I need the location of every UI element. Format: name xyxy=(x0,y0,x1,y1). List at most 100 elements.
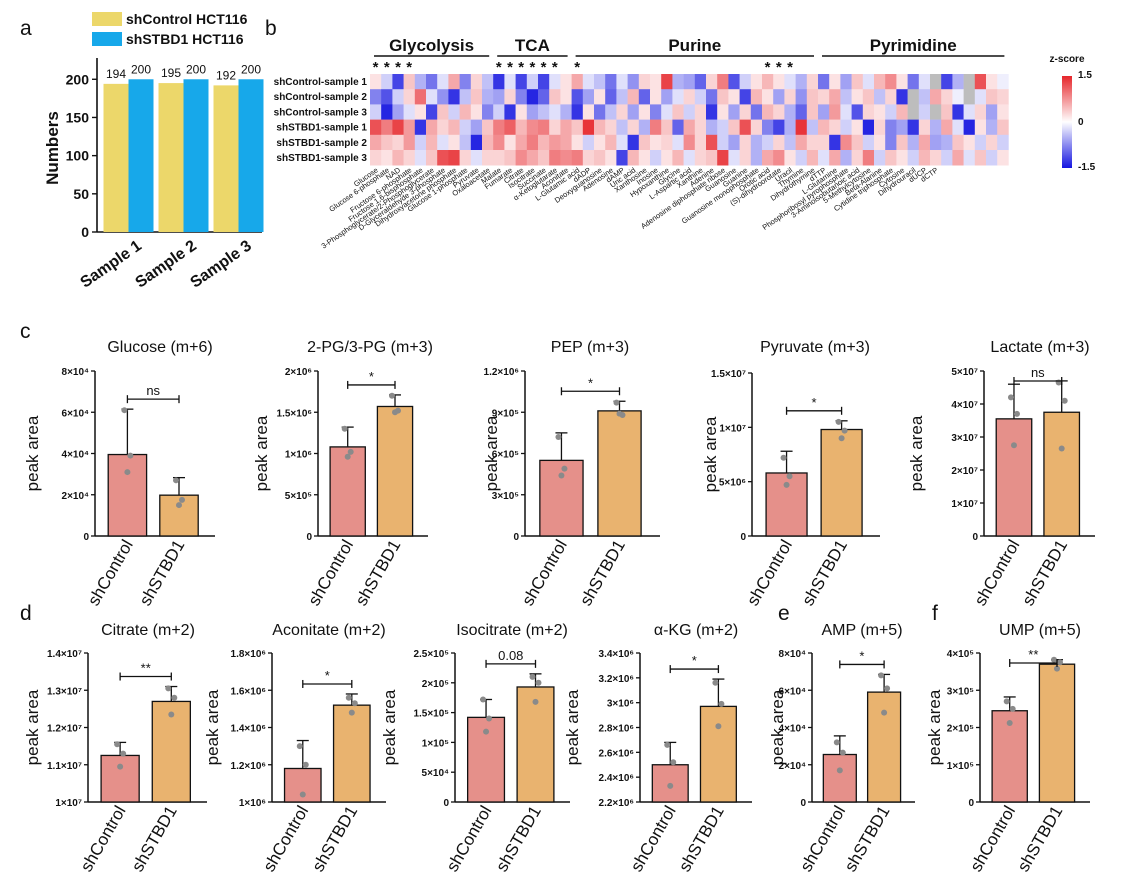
heatmap-cell xyxy=(840,89,852,105)
heatmap-cell xyxy=(952,74,964,90)
panel-letter-c: c xyxy=(20,320,31,343)
heatmap-cell xyxy=(582,150,595,166)
heatmap-cell xyxy=(806,89,819,105)
heatmap-cell xyxy=(470,74,483,90)
y-tick-label: 1.3×10⁷ xyxy=(47,686,82,697)
y-tick-label: 0 xyxy=(306,532,312,543)
heatmap-cell xyxy=(605,134,617,151)
data-label: 194 xyxy=(106,67,126,81)
y-tick-label: 3.2×10⁶ xyxy=(599,674,634,685)
data-point xyxy=(173,477,179,484)
heatmap-cell xyxy=(403,119,416,136)
heatmap-cell xyxy=(459,104,472,120)
significance-label: 0.08 xyxy=(498,648,523,663)
significance-label: * xyxy=(588,375,593,390)
bar-chart-c2: 2-PG/3-PG (m+3) peak area 0 5×10⁵ 1×10⁶ 1.5×1… xyxy=(252,339,433,609)
data-point xyxy=(613,399,620,406)
heatmap-cell xyxy=(963,134,976,151)
heatmap-cell xyxy=(437,74,449,90)
heatmap-cell xyxy=(571,119,584,136)
heatmap-cell xyxy=(806,74,819,90)
heatmap-cell xyxy=(504,119,516,136)
x-tick-label: shControl xyxy=(627,803,680,876)
heatmap-cell xyxy=(818,74,830,90)
x-tick-label: shSTBD1 xyxy=(308,803,361,876)
heatmap-cell xyxy=(885,134,897,151)
significance-star: * xyxy=(496,59,502,76)
data-point xyxy=(1057,659,1063,666)
heatmap-cell xyxy=(650,74,662,90)
data-point xyxy=(302,761,309,768)
heatmap-cell xyxy=(874,104,886,120)
heatmap-cell xyxy=(526,89,539,105)
heatmap-cell xyxy=(750,104,763,120)
data-point xyxy=(1058,445,1065,452)
heatmap-cell xyxy=(504,89,516,105)
significance-star: * xyxy=(541,59,547,76)
heatmap-cell xyxy=(941,104,953,120)
y-tick-label: 3×10⁶ xyxy=(607,699,634,710)
chart-b-heatmap: shControl-sample 1 shControl-sample 2 shCo… xyxy=(274,36,1096,251)
heatmap-cell xyxy=(605,74,617,90)
heatmap-cell xyxy=(594,104,606,120)
data-point xyxy=(1051,656,1057,663)
heatmap-cell xyxy=(426,104,438,120)
heatmap-cell xyxy=(672,134,684,151)
heatmap-cell xyxy=(426,134,438,151)
heatmap-cell xyxy=(616,89,628,105)
heatmap-cell xyxy=(638,150,651,166)
y-tick-label: 2×10⁵ xyxy=(947,724,975,735)
y-tick-label: 1.5×10⁵ xyxy=(413,709,449,720)
heatmap-cell xyxy=(986,89,998,105)
heatmap-cell xyxy=(616,150,628,166)
data-point xyxy=(117,763,124,770)
data-point xyxy=(392,409,398,416)
heatmap-cell xyxy=(829,74,841,90)
heatmap-cell xyxy=(414,89,427,105)
heatmap-cell xyxy=(818,134,830,151)
data-point xyxy=(1013,410,1020,417)
heatmap-cell xyxy=(974,150,987,166)
chart-title: UMP (m+5) xyxy=(999,622,1081,639)
data-point xyxy=(878,672,885,679)
significance-label: * xyxy=(369,369,374,384)
heatmap-cell xyxy=(784,150,796,166)
chart-title: AMP (m+5) xyxy=(821,622,902,639)
heatmap-cell xyxy=(706,119,718,136)
heatmap-cell xyxy=(930,89,942,105)
chart-title: α-KG (m+2) xyxy=(654,622,738,639)
significance-label: * xyxy=(692,653,697,668)
data-point xyxy=(783,481,790,488)
heatmap-cell xyxy=(986,104,998,120)
heatmap-cell xyxy=(459,119,472,136)
data-point xyxy=(786,473,793,480)
heatmap-cell xyxy=(896,104,908,120)
heatmap-cell xyxy=(874,74,886,90)
y-tick-label: 200 xyxy=(66,71,90,87)
heatmap-cell xyxy=(605,89,617,105)
heatmap-cell xyxy=(571,150,584,166)
heatmap-cell xyxy=(650,134,662,151)
data-point xyxy=(351,700,358,707)
heatmap-cell xyxy=(997,104,1009,120)
data-point xyxy=(347,448,354,455)
data-point xyxy=(165,685,172,692)
heatmap-cell xyxy=(370,150,382,166)
heatmap-cell xyxy=(515,104,528,120)
heatmap-cell xyxy=(403,89,416,105)
x-tick-label: shSTBD1 xyxy=(576,537,629,610)
data-point xyxy=(833,739,840,746)
heatmap-cell xyxy=(515,119,528,136)
heatmap-cell xyxy=(650,119,662,136)
heatmap-cell xyxy=(963,150,976,166)
y-tick-label: 1.6×10⁶ xyxy=(231,686,266,697)
x-tick-label: shControl xyxy=(259,803,312,876)
data-point xyxy=(529,673,536,680)
heatmap-cell xyxy=(504,134,516,151)
heatmap-cell xyxy=(862,89,875,105)
bar-shcontrol xyxy=(103,83,129,232)
heatmap-cell xyxy=(683,104,696,120)
panel-letter-b: b xyxy=(265,17,277,40)
heatmap-cell xyxy=(470,119,483,136)
heatmap-cell xyxy=(728,104,740,120)
